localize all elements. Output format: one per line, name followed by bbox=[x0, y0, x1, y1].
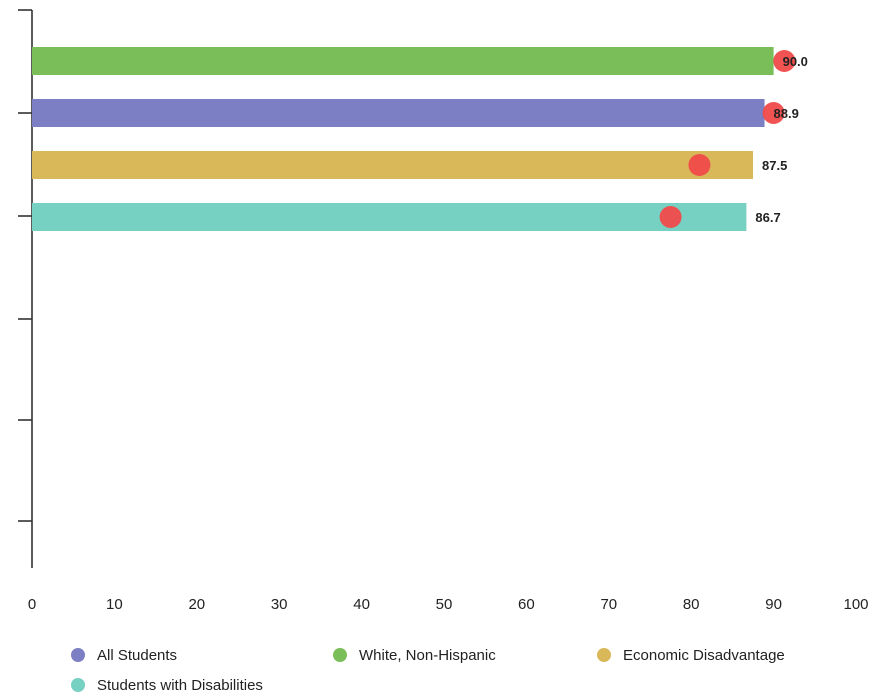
x-tick-label-10: 10 bbox=[106, 596, 123, 613]
legend-label-students-with-disabilities: Students with Disabilities bbox=[97, 677, 263, 694]
legend-swatch-all-students bbox=[71, 648, 85, 662]
axis-layer: 0 10 20 30 40 50 60 70 80 90 100 bbox=[18, 9, 869, 613]
x-tick-label-20: 20 bbox=[188, 596, 205, 613]
x-tick-label-60: 60 bbox=[518, 596, 535, 613]
legend: All Students White, Non-Hispanic Economic … bbox=[71, 647, 785, 694]
bar-all-students bbox=[32, 99, 765, 127]
data-label-students-with-disabilities: 86.7 bbox=[755, 210, 780, 225]
legend-label-all-students: All Students bbox=[97, 647, 177, 664]
x-tick-label-70: 70 bbox=[600, 596, 617, 613]
target-marker-economic-disadvantage bbox=[688, 154, 711, 176]
data-label-economic-disadvantage: 87.5 bbox=[762, 158, 787, 173]
bar-economic-disadvantage bbox=[32, 151, 753, 179]
target-marker-white-non-hispanic bbox=[773, 50, 796, 72]
x-tick-label-50: 50 bbox=[436, 596, 453, 613]
bar-white-non-hispanic bbox=[32, 47, 774, 75]
x-tick-label-0: 0 bbox=[28, 596, 36, 613]
target-marker-students-with-disabilities bbox=[659, 206, 682, 228]
bar-students-with-disabilities bbox=[32, 203, 747, 231]
bar-layer bbox=[32, 47, 774, 231]
data-label-layer: 90.0 88.9 87.5 86.7 bbox=[755, 54, 808, 225]
marker-layer bbox=[659, 50, 796, 228]
data-label-white-non-hispanic: 90.0 bbox=[783, 54, 808, 69]
legend-swatch-economic-disadvantage bbox=[597, 648, 611, 662]
x-tick-label-80: 80 bbox=[683, 596, 700, 613]
legend-label-economic-disadvantage: Economic Disadvantage bbox=[623, 647, 785, 664]
legend-label-white-non-hispanic: White, Non-Hispanic bbox=[359, 647, 496, 664]
x-tick-label-40: 40 bbox=[353, 596, 370, 613]
x-tick-label-90: 90 bbox=[765, 596, 782, 613]
target-marker-all-students bbox=[762, 102, 785, 124]
legend-swatch-students-with-disabilities bbox=[71, 678, 85, 692]
legend-swatch-white-non-hispanic bbox=[333, 648, 347, 662]
data-label-all-students: 88.9 bbox=[774, 106, 799, 121]
x-tick-label-30: 30 bbox=[271, 596, 288, 613]
x-tick-label-100: 100 bbox=[843, 596, 868, 613]
